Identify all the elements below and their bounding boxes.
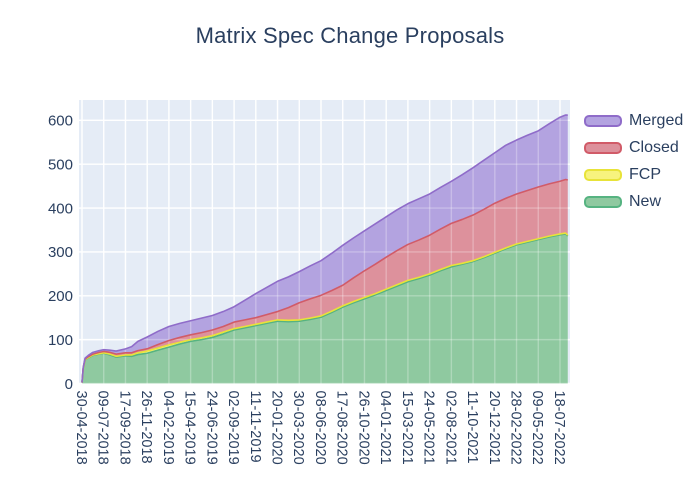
x-tick-label: 18-07-2022 [551, 391, 567, 465]
x-tick-label: 24-05-2021 [421, 391, 437, 465]
legend: Merged Closed FCP New [584, 107, 683, 215]
x-tick-label: 17-08-2020 [334, 391, 350, 465]
legend-swatch-new [584, 195, 622, 208]
legend-label: Closed [629, 138, 679, 156]
x-tick-label: 30-03-2020 [290, 391, 306, 465]
legend-label: FCP [629, 165, 661, 183]
x-tick-label: 20-12-2021 [486, 391, 502, 465]
line-closed [81, 178, 568, 383]
x-tick-label: 20-01-2020 [268, 391, 284, 465]
x-tick-label: 15-03-2021 [399, 391, 415, 465]
line-fcp [81, 232, 569, 383]
x-tick-label: 04-02-2019 [160, 391, 176, 465]
x-tick-label: 11-10-2021 [464, 391, 480, 464]
area-closed [82, 179, 568, 383]
y-tick-label: 0 [65, 376, 73, 393]
line-new [81, 233, 569, 383]
y-tick-label: 600 [48, 113, 73, 130]
chart-title: Matrix Spec Change Proposals [195, 23, 505, 48]
legend-item-new[interactable]: New [584, 188, 683, 215]
y-tick-label: 300 [48, 244, 73, 261]
x-tick-label: 15-04-2019 [182, 391, 198, 465]
legend-label: Merged [629, 111, 684, 129]
y-tick-label: 100 [48, 332, 73, 349]
y-tick-label: 500 [48, 156, 73, 173]
legend-swatch-fcp [584, 168, 622, 181]
x-tick-label: 24-06-2019 [203, 391, 219, 465]
area-merged [82, 115, 568, 383]
x-tick-label: 04-01-2021 [377, 391, 393, 465]
x-tick-label: 02-09-2019 [225, 391, 241, 465]
x-tick-label: 09-07-2018 [95, 391, 111, 465]
y-tick-label: 200 [48, 288, 73, 305]
legend-swatch-merged [584, 114, 622, 127]
x-tick-label: 11-11-2019 [247, 391, 263, 463]
legend-item-merged[interactable]: Merged [584, 107, 683, 134]
line-merged [81, 114, 568, 383]
x-tick-label: 30-04-2018 [73, 391, 89, 465]
x-tick-label: 28-02-2022 [507, 391, 523, 465]
y-tick-label: 400 [48, 200, 73, 217]
legend-label: New [629, 192, 662, 210]
legend-item-fcp[interactable]: FCP [584, 161, 683, 188]
x-tick-label: 08-06-2020 [312, 391, 328, 465]
legend-swatch-closed [584, 141, 622, 154]
x-tick-label: 26-10-2020 [355, 391, 371, 465]
x-tick-label: 09-05-2022 [529, 391, 545, 465]
legend-item-closed[interactable]: Closed [584, 134, 683, 161]
area-new [82, 233, 568, 384]
x-tick-label: 17-09-2018 [116, 391, 132, 465]
x-tick-label: 26-11-2018 [138, 391, 154, 464]
x-tick-label: 02-08-2021 [442, 391, 458, 465]
